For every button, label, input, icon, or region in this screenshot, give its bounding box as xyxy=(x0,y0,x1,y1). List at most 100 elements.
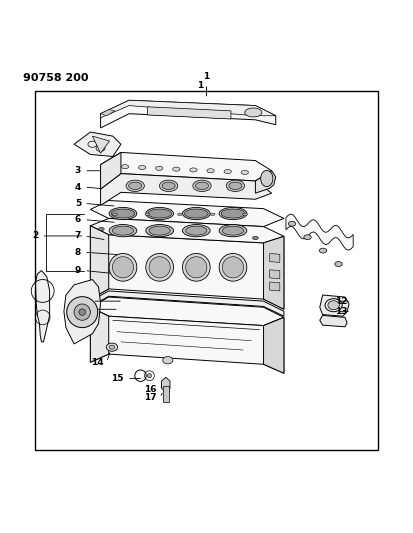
Ellipse shape xyxy=(121,165,129,169)
Ellipse shape xyxy=(156,166,163,171)
Ellipse shape xyxy=(328,301,339,310)
Polygon shape xyxy=(147,107,231,119)
Text: 12: 12 xyxy=(335,297,348,305)
Polygon shape xyxy=(270,270,280,279)
Polygon shape xyxy=(100,152,272,181)
Polygon shape xyxy=(90,226,284,309)
Ellipse shape xyxy=(138,165,146,169)
Text: 15: 15 xyxy=(111,374,124,383)
Ellipse shape xyxy=(186,226,207,235)
Text: 1: 1 xyxy=(197,80,203,90)
Text: 2: 2 xyxy=(32,231,38,240)
Text: 9: 9 xyxy=(75,266,81,275)
Ellipse shape xyxy=(210,213,215,215)
Text: 90758 200: 90758 200 xyxy=(23,73,89,83)
Polygon shape xyxy=(100,152,121,189)
Polygon shape xyxy=(161,377,170,392)
Text: 7: 7 xyxy=(75,231,81,240)
Polygon shape xyxy=(270,254,280,262)
Text: 8: 8 xyxy=(75,248,81,257)
Polygon shape xyxy=(255,171,276,193)
Text: 16: 16 xyxy=(144,385,157,394)
Ellipse shape xyxy=(226,180,244,191)
Ellipse shape xyxy=(163,357,173,364)
Circle shape xyxy=(67,297,98,328)
Bar xyxy=(36,91,377,450)
Polygon shape xyxy=(320,295,349,316)
Polygon shape xyxy=(90,200,284,227)
Ellipse shape xyxy=(106,343,118,351)
Text: 17: 17 xyxy=(144,393,157,402)
Polygon shape xyxy=(36,271,50,342)
Polygon shape xyxy=(90,307,109,362)
Ellipse shape xyxy=(109,207,137,220)
Ellipse shape xyxy=(112,257,133,278)
Ellipse shape xyxy=(319,248,327,253)
Text: 10: 10 xyxy=(77,297,89,305)
Ellipse shape xyxy=(221,209,245,218)
Polygon shape xyxy=(93,136,109,153)
Text: 1: 1 xyxy=(203,72,210,81)
Polygon shape xyxy=(100,110,115,116)
Ellipse shape xyxy=(149,226,170,235)
Ellipse shape xyxy=(304,235,311,240)
Polygon shape xyxy=(90,291,284,316)
Text: 13: 13 xyxy=(335,307,348,316)
Polygon shape xyxy=(90,219,284,243)
Ellipse shape xyxy=(129,182,142,190)
Ellipse shape xyxy=(222,226,244,235)
Ellipse shape xyxy=(178,213,183,215)
Ellipse shape xyxy=(146,207,173,220)
Polygon shape xyxy=(320,316,347,327)
Ellipse shape xyxy=(335,262,342,266)
Polygon shape xyxy=(263,318,284,373)
Ellipse shape xyxy=(219,254,247,281)
Polygon shape xyxy=(90,226,109,299)
Text: 5: 5 xyxy=(75,199,81,208)
Text: 11: 11 xyxy=(77,305,89,314)
Ellipse shape xyxy=(183,207,210,220)
Ellipse shape xyxy=(288,221,296,226)
Ellipse shape xyxy=(149,257,170,278)
Ellipse shape xyxy=(261,171,273,187)
Ellipse shape xyxy=(243,213,248,215)
Text: 14: 14 xyxy=(91,358,103,367)
Polygon shape xyxy=(90,307,284,373)
Ellipse shape xyxy=(162,182,175,190)
Ellipse shape xyxy=(207,169,214,173)
Ellipse shape xyxy=(109,254,137,281)
Ellipse shape xyxy=(190,168,197,172)
Polygon shape xyxy=(100,100,276,118)
Ellipse shape xyxy=(112,213,117,215)
Ellipse shape xyxy=(173,167,180,171)
Ellipse shape xyxy=(245,108,262,117)
Text: 3: 3 xyxy=(75,166,81,175)
Ellipse shape xyxy=(159,180,178,191)
Ellipse shape xyxy=(145,213,150,215)
Ellipse shape xyxy=(195,182,209,190)
Ellipse shape xyxy=(109,345,115,349)
Polygon shape xyxy=(74,132,121,157)
Ellipse shape xyxy=(99,228,104,231)
Ellipse shape xyxy=(112,226,133,235)
Polygon shape xyxy=(270,282,280,291)
Ellipse shape xyxy=(222,257,244,278)
Polygon shape xyxy=(90,297,284,326)
Ellipse shape xyxy=(193,180,211,191)
Ellipse shape xyxy=(126,180,145,191)
Polygon shape xyxy=(286,214,353,250)
Circle shape xyxy=(147,374,152,378)
Polygon shape xyxy=(100,174,272,205)
Ellipse shape xyxy=(148,209,171,218)
Polygon shape xyxy=(100,100,276,128)
Ellipse shape xyxy=(219,224,247,237)
Ellipse shape xyxy=(185,209,208,218)
Ellipse shape xyxy=(111,209,135,218)
Ellipse shape xyxy=(186,257,207,278)
Bar xyxy=(163,386,169,402)
Ellipse shape xyxy=(252,236,258,240)
Text: 4: 4 xyxy=(75,182,81,191)
Circle shape xyxy=(74,304,90,320)
Ellipse shape xyxy=(229,182,242,190)
Ellipse shape xyxy=(183,254,210,281)
